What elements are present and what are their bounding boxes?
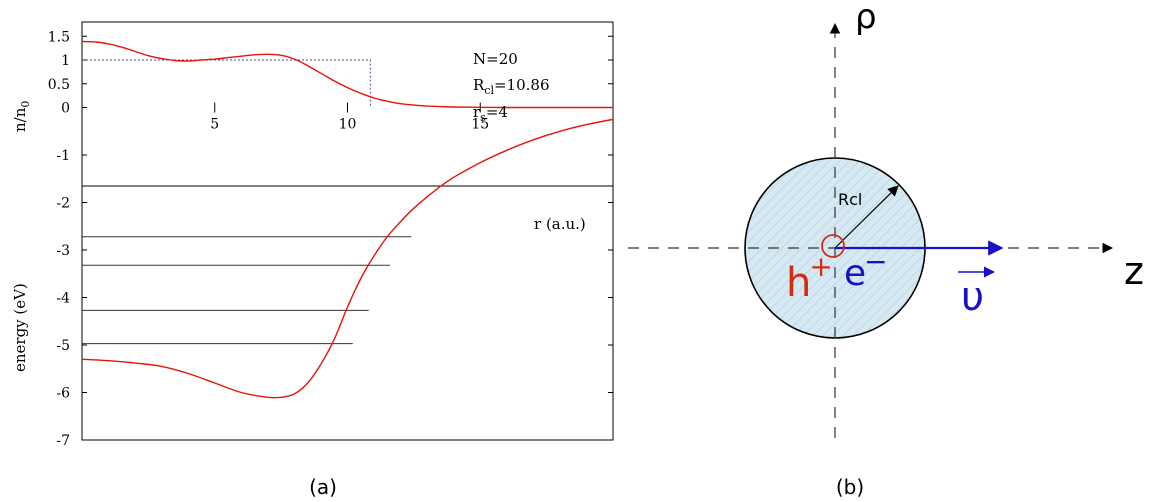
caption-a: (a) xyxy=(309,475,337,499)
annotation-rcl: Rcl=10.86 xyxy=(473,76,550,97)
y-tick-label: 1.5 xyxy=(48,29,70,45)
y-axis-label-bottom: energy (eV) xyxy=(11,283,29,372)
y-tick-label: -3 xyxy=(56,243,70,259)
y-tick-label: -7 xyxy=(56,433,70,449)
y-tick-label: -2 xyxy=(56,196,70,212)
y-tick-label: -6 xyxy=(56,386,70,402)
rho-axis-label: ρ xyxy=(855,0,877,37)
y-ticks: 1.5 1 0.5 0 -1 -2 -3 -4 -5 -6 -7 xyxy=(48,29,613,449)
y-tick-label: -1 xyxy=(56,148,70,164)
y-axis-label-top: n/n0 xyxy=(11,101,32,132)
energy-levels xyxy=(82,236,412,345)
radius-label: Rcl xyxy=(838,190,862,209)
radius-arrow xyxy=(834,185,899,249)
annotation-box: N=20 Rcl=10.86 rs=4 xyxy=(473,50,550,124)
y-tick-label: -4 xyxy=(56,291,70,307)
panel-a: 1.5 1 0.5 0 -1 -2 -3 -4 -5 -6 -7 5 10 15 r (a.u.) n/… xyxy=(11,21,614,499)
annotation-rs: rs=4 xyxy=(473,103,508,124)
annotation-n: N=20 xyxy=(473,50,518,68)
plot-frame xyxy=(81,21,614,441)
hole-label: h+ xyxy=(786,250,833,306)
electron-label: e− xyxy=(844,245,888,294)
panel-b: Rcl h+ e− υ ρ z (b) xyxy=(628,0,1144,499)
caption-b: (b) xyxy=(836,475,864,499)
x-axis-label: r (a.u.) xyxy=(534,215,586,233)
potential-curve xyxy=(81,118,614,399)
y-tick-label: -5 xyxy=(56,338,70,354)
z-axis-label: z xyxy=(1124,249,1144,293)
y-tick-label: 0.5 xyxy=(48,77,70,93)
x-tick-label: 15 xyxy=(471,117,489,133)
step-density-line xyxy=(82,59,371,108)
x-tick-label: 5 xyxy=(210,117,219,133)
density-curve xyxy=(81,40,613,109)
y-tick-label: 1 xyxy=(61,53,70,69)
x-tick-label: 10 xyxy=(339,117,357,133)
hole-marker xyxy=(821,234,845,258)
y-tick-label: 0 xyxy=(61,101,70,117)
x-ticks: 5 10 15 xyxy=(210,102,489,133)
velocity-label: υ xyxy=(961,274,984,320)
